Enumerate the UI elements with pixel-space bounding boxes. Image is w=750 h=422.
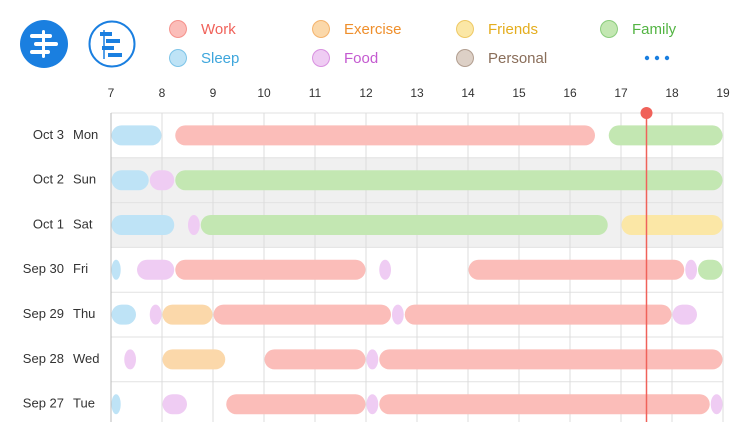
activity-bar[interactable] — [162, 304, 213, 325]
legend-swatch — [456, 20, 474, 38]
activity-bar[interactable] — [162, 349, 226, 370]
legend-swatch — [169, 20, 187, 38]
weekday-label: Mon — [73, 127, 98, 142]
activity-bar[interactable] — [162, 394, 188, 415]
now-marker — [640, 107, 653, 119]
activity-bar[interactable] — [621, 215, 723, 235]
date-label: Sep 28 — [23, 351, 64, 366]
activity-bar[interactable] — [710, 394, 723, 415]
legend-item[interactable]: Sleep — [169, 49, 240, 67]
activity-bar[interactable] — [149, 304, 162, 325]
timeline: Oct 3 Mon Oct 2 Sun Oct 1 Sat Sep 30 Fri Sep 29 T… — [23, 86, 730, 422]
legend-swatch — [600, 20, 618, 38]
hour-label: 14 — [461, 86, 475, 100]
legend-label: Work — [201, 21, 236, 38]
hour-label: 11 — [309, 86, 322, 100]
more-button[interactable] — [644, 55, 670, 61]
activity-bar[interactable] — [111, 125, 162, 146]
legend-label: Personal — [488, 50, 547, 67]
date-label: Oct 1 — [33, 216, 64, 231]
activity-bar[interactable] — [672, 304, 698, 325]
legend-swatch — [169, 49, 187, 67]
weekday-label: Sat — [73, 216, 93, 231]
hour-label: 18 — [665, 86, 679, 100]
activity-bar[interactable] — [188, 215, 200, 235]
legend-label: Food — [344, 50, 378, 67]
activity-bar[interactable] — [404, 304, 672, 325]
legend-item[interactable]: Work — [169, 20, 237, 38]
legend-item[interactable]: Friends — [456, 20, 539, 38]
legend-swatch — [312, 49, 330, 67]
activity-bar[interactable] — [111, 215, 175, 235]
legend-item[interactable]: Personal — [456, 49, 548, 67]
app-icon[interactable] — [20, 20, 68, 68]
activity-bar[interactable] — [111, 170, 149, 191]
hour-label: 15 — [512, 86, 526, 100]
legend-swatch — [456, 49, 474, 67]
hour-label: 7 — [108, 86, 115, 100]
activity-bar[interactable] — [111, 259, 121, 280]
activity-bar[interactable] — [379, 259, 391, 280]
legend-item[interactable]: Food — [312, 49, 379, 67]
date-label: Oct 2 — [33, 172, 64, 187]
weekday-label: Sun — [73, 172, 96, 187]
weekday-label: Thu — [73, 306, 95, 321]
legend-label: Exercise — [344, 21, 402, 38]
activity-bar[interactable] — [200, 215, 608, 235]
hour-label: 8 — [159, 86, 166, 100]
activity-bar[interactable] — [124, 349, 136, 370]
activity-bar[interactable] — [685, 259, 697, 280]
activity-bar[interactable] — [175, 259, 366, 280]
date-label: Sep 29 — [23, 306, 64, 321]
legend-label: Friends — [488, 21, 538, 38]
timeline-icon[interactable] — [88, 20, 136, 68]
activity-bar[interactable] — [111, 394, 121, 415]
legend-label: Family — [632, 21, 677, 38]
date-label: Sep 30 — [23, 261, 64, 276]
activity-bar[interactable] — [111, 304, 137, 325]
activity-bar[interactable] — [213, 304, 392, 325]
hour-label: 9 — [210, 86, 217, 100]
hour-label: 12 — [359, 86, 373, 100]
activity-bar[interactable] — [366, 394, 379, 415]
legend-item[interactable]: Family — [600, 20, 677, 38]
activity-bar[interactable] — [468, 259, 685, 280]
activity-bar[interactable] — [175, 170, 723, 191]
activity-bar[interactable] — [608, 125, 723, 146]
hour-label: 19 — [716, 86, 730, 100]
weekday-label: Fri — [73, 261, 88, 276]
activity-bar[interactable] — [137, 259, 175, 280]
activity-bar[interactable] — [264, 349, 366, 370]
legend-label: Sleep — [201, 50, 239, 67]
activity-bar[interactable] — [226, 394, 366, 415]
date-label: Oct 3 — [33, 127, 64, 142]
hour-label: 10 — [257, 86, 271, 100]
activity-bar[interactable] — [379, 349, 723, 370]
weekday-label: Wed — [73, 351, 100, 366]
date-label: Sep 27 — [23, 396, 64, 411]
activity-bar[interactable] — [379, 394, 710, 415]
hour-label: 17 — [614, 86, 628, 100]
legend-swatch — [312, 20, 330, 38]
activity-bar[interactable] — [175, 125, 595, 146]
legend-item[interactable]: Exercise — [312, 20, 402, 38]
hour-label: 13 — [410, 86, 424, 100]
activity-bar[interactable] — [366, 349, 379, 370]
activity-bar[interactable] — [698, 259, 723, 280]
activity-bar[interactable] — [149, 170, 175, 191]
weekday-label: Tue — [73, 396, 95, 411]
activity-bar[interactable] — [392, 304, 404, 325]
hour-label: 16 — [563, 86, 577, 100]
